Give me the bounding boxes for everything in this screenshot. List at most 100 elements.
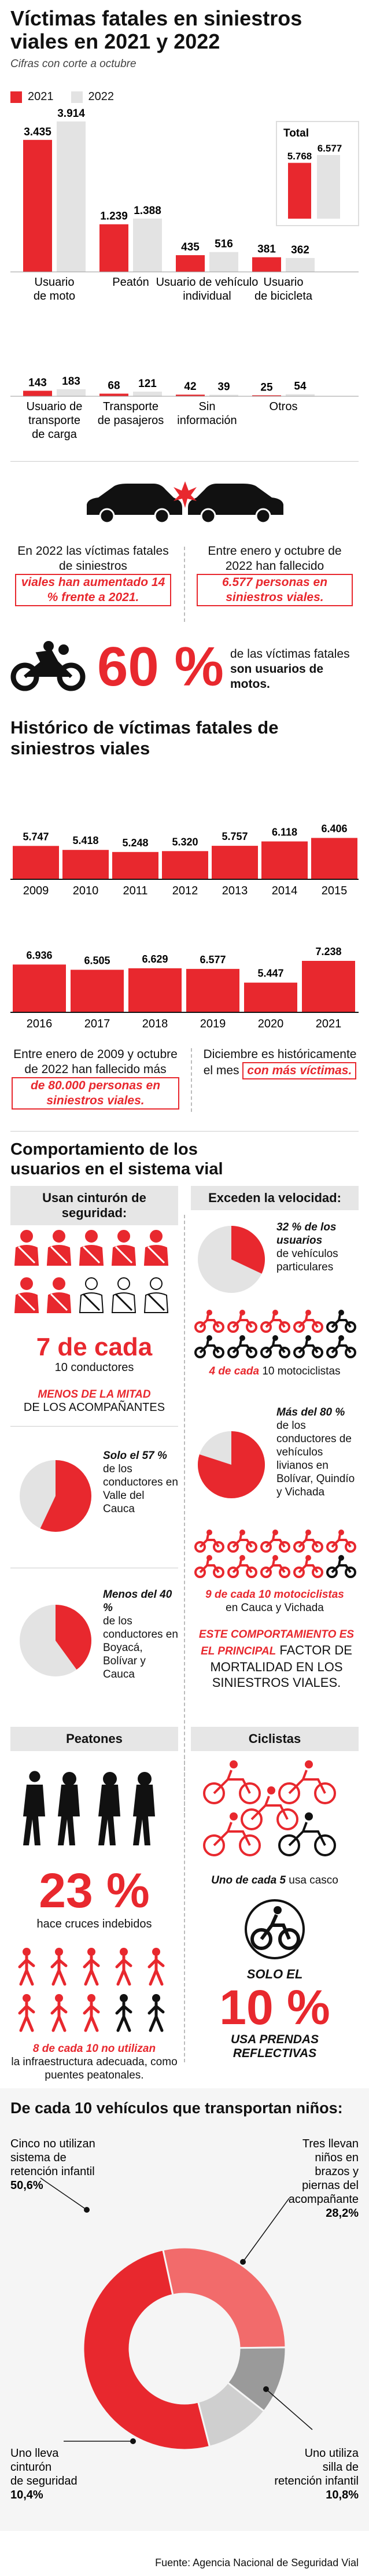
car-crash-icon xyxy=(87,481,283,524)
reflective-text: USA PRENDAS REFLECTIVAS xyxy=(230,2033,319,2060)
historic-label-2016: 6.936 xyxy=(26,949,52,961)
four-of-ten-a: 4 de cada xyxy=(209,1365,260,1377)
bicycle-icons xyxy=(203,1760,336,1856)
pedestrians-tag: Peatones xyxy=(10,1727,178,1751)
donut-label-0: Cinco no utilizan xyxy=(10,2138,95,2150)
motorcycle-rider-icon xyxy=(293,1335,323,1358)
total-label-2021: 5.768 xyxy=(287,151,312,162)
donut-label-1: Tres llevan xyxy=(302,2138,359,2150)
four-of-ten-b: 10 motociclistas xyxy=(262,1365,341,1377)
historic-year-2014: 2014 xyxy=(272,885,298,897)
historic-chart: 5.747 2009 5.418 2010 5.248 2011 5.320 2012 5.75… xyxy=(10,823,359,1030)
cyclist-icon xyxy=(278,1760,336,1804)
pedestrians-icon xyxy=(23,1771,155,1845)
reflective-solo: SOLO EL xyxy=(246,1967,303,1981)
pie-80-text-b: de los conductores de vehículos livianos… xyxy=(276,1420,355,1498)
seatbelt-person-icon xyxy=(46,1230,72,1266)
pie-32-text-a: 32 % de los usuarios xyxy=(276,1221,337,1247)
historic-bar-2017 xyxy=(71,970,124,1012)
seatbelt-person-icon xyxy=(111,1230,136,1266)
cyclist-icon xyxy=(203,1812,261,1856)
bar-2022-6 xyxy=(209,395,238,396)
donut-pct-1: 28,2% xyxy=(326,2207,359,2220)
walking-person-icon xyxy=(23,1771,45,1845)
historic-bar-2016 xyxy=(13,964,66,1012)
motorcycle-rider-icon xyxy=(260,1335,290,1358)
historic-label-2015: 6.406 xyxy=(321,823,347,834)
donut-label-2: silla de xyxy=(323,2461,359,2474)
pedestrian-icon xyxy=(18,1948,35,1986)
seven-of-ten-number: 7 de cada xyxy=(36,1333,153,1361)
donut-pct-2: 10,8% xyxy=(326,2489,359,2501)
historic-year-2017: 2017 xyxy=(84,1018,110,1030)
motorcycle-rider-icon xyxy=(194,1335,224,1358)
category-label-5: de pasajeros xyxy=(98,414,164,427)
pedestrian-icon xyxy=(50,1994,68,2032)
historic-year-2020: 2020 xyxy=(258,1018,284,1030)
bar-2021-5 xyxy=(99,393,128,396)
eight-of-ten: 8 de cada 10 no utilizan la infraestruct… xyxy=(10,2042,178,2082)
seatbelt-icons xyxy=(14,1230,169,1313)
motorcycle-rider-icon xyxy=(194,1530,224,1553)
motorcycle-rider-icon xyxy=(293,1530,323,1553)
pedestrian-icon xyxy=(147,1994,165,2032)
donut-label-1: niños en xyxy=(315,2151,359,2164)
historic-fact-1-highlight: de 80.000 personas en siniestros viales. xyxy=(12,1077,179,1110)
historic-bar-2015 xyxy=(311,838,357,879)
category-label-2: individual xyxy=(183,290,231,303)
nine-of-ten: 9 de cada 10 motociclistas en Cauca y Vi… xyxy=(191,1588,359,1615)
source: Fuente: Agencia Nacional de Seguridad Vi… xyxy=(155,2557,359,2568)
historic-label-2013: 5.757 xyxy=(222,831,248,842)
legend-swatch-2022 xyxy=(71,91,83,103)
main-factor-b: FACTOR DE MORTALIDAD EN LOS SINIESTROS V… xyxy=(210,1643,352,1690)
pie-80-text-a: Más del 80 % xyxy=(276,1406,345,1418)
pie-57-text: Solo el 57 % de los conductores en Valle… xyxy=(103,1449,178,1516)
historic-bar-2014 xyxy=(261,841,308,879)
pie-slice xyxy=(198,1431,265,1498)
historic-bar-2020 xyxy=(244,982,297,1012)
pedestrians-percentage: 23 % xyxy=(39,1863,150,1918)
bar-label-2021-6: 42 xyxy=(184,381,196,393)
historic-bar-2011 xyxy=(112,852,158,879)
fact-increase-highlight: viales han aumentado 14 % frente a 2021. xyxy=(15,574,171,606)
category-label-4: transporte xyxy=(28,414,80,427)
companions-fact: MENOS DE LA MITAD DE LOS ACOMPAÑANTES xyxy=(10,1388,178,1414)
motorcycle-rider-icon xyxy=(194,1310,224,1333)
pie-40-text-a: Menos del 40 % xyxy=(103,1589,172,1614)
category-label-3: Usuario xyxy=(264,276,304,289)
walking-person-icon xyxy=(133,1772,155,1845)
speed-tag: Exceden la velocidad: xyxy=(191,1186,359,1210)
legend-label-2022: 2022 xyxy=(88,90,115,103)
category-label-5: Transporte xyxy=(103,400,158,413)
historic-label-2014: 6.118 xyxy=(272,827,297,838)
category-label-3: de bicicleta xyxy=(254,290,313,303)
bar-label-2022-6: 39 xyxy=(217,381,230,393)
motorcycle-rider-icon xyxy=(326,1335,356,1358)
bar-2021-3 xyxy=(252,257,281,272)
one-of-five: Uno de cada 5 usa casco xyxy=(191,1874,359,1887)
page-subtitle: Cifras con corte a octubre xyxy=(10,58,136,70)
donut-label-3: de seguridad xyxy=(10,2475,78,2487)
legend-label-2021: 2021 xyxy=(28,90,54,103)
pedestrian-icon xyxy=(147,1948,165,1986)
bar-label-2022-0: 3.914 xyxy=(57,108,85,120)
bar-2021-1 xyxy=(99,224,128,272)
moto-text: de las víctimas fatales son usuarios de … xyxy=(230,647,363,692)
motorcycle-rider-icon xyxy=(260,1530,290,1553)
category-label-6: información xyxy=(177,414,237,427)
historic-fact-1-text: Entre enero de 2009 y octubre de 2022 ha… xyxy=(13,1048,178,1076)
motorcycle-rider-icon xyxy=(326,1555,356,1578)
companions-fact-a: MENOS DE LA MITAD xyxy=(38,1388,151,1401)
moto-text-b: son usuarios de motos. xyxy=(230,662,324,691)
bar-2021-6 xyxy=(176,395,205,396)
bar-2022-2 xyxy=(209,252,238,272)
pie-40-text: Menos del 40 % de los conductores en Boy… xyxy=(103,1588,178,1681)
moto-percentage: 60 % xyxy=(97,636,224,698)
bar-label-2021-1: 1.239 xyxy=(100,211,128,223)
pie-80-percent xyxy=(198,1431,265,1498)
historic-bar-2009 xyxy=(13,846,59,879)
bar-label-2021-0: 3.435 xyxy=(24,126,51,138)
pie-slice xyxy=(231,1226,265,1274)
donut-label-1: acompañante xyxy=(289,2193,359,2206)
